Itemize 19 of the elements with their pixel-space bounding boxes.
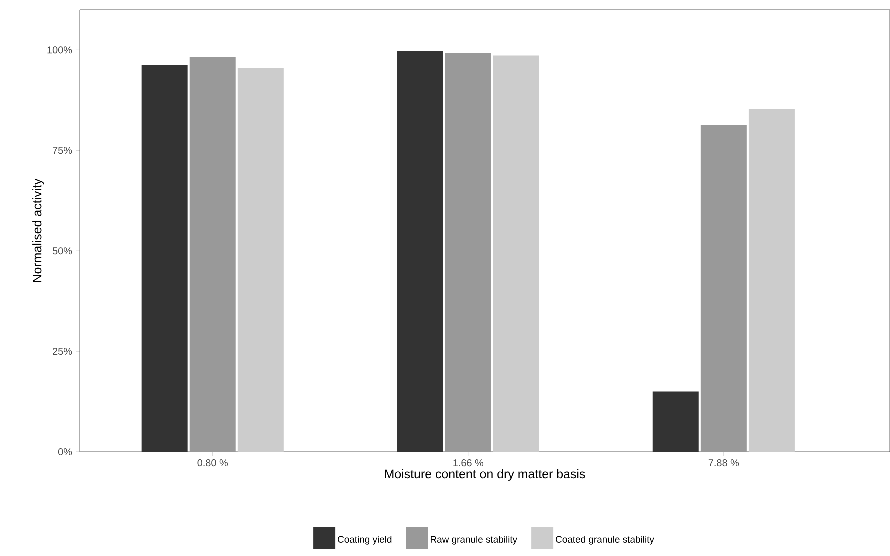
bar (445, 53, 492, 452)
x-axis-title: Moisture content on dry matter basis (385, 469, 586, 482)
bar (700, 125, 747, 452)
bar (238, 68, 284, 452)
y-tick-label: 50% (52, 248, 72, 255)
x-tick-label: 7.88 % (708, 460, 740, 467)
bar (748, 109, 795, 452)
y-tick-label: 0% (58, 448, 72, 456)
y-tick-label: 75% (53, 147, 72, 154)
bar (190, 57, 236, 452)
legend-label: Coating yield (338, 536, 392, 545)
x-tick-label: 1.66 % (454, 460, 484, 467)
x-tick-label: 0.80 % (198, 460, 228, 467)
legend-label: Raw granule stability (431, 536, 518, 545)
legend-label: Coated granule stability (556, 536, 654, 545)
y-tick-label: 25% (53, 348, 72, 356)
y-axis-title: Normalised activity (32, 178, 44, 282)
y-tick-label: 100% (48, 46, 72, 54)
bar (493, 56, 540, 452)
